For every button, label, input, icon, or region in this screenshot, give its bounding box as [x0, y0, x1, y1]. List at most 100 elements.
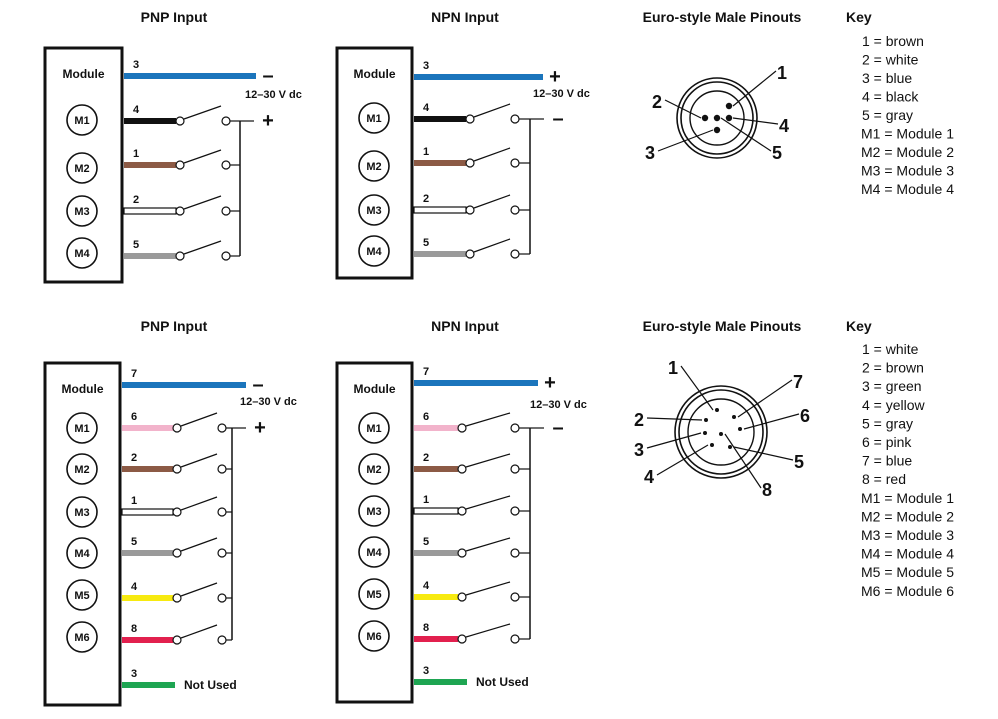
wire-number: 5: [423, 237, 429, 249]
pin-label: 2: [652, 92, 662, 112]
wire-number: 2: [423, 452, 429, 464]
key-item: 6 = pink: [862, 434, 912, 450]
pin-leader: [743, 413, 800, 430]
pin-7: [732, 415, 736, 419]
input-wire-1: [121, 508, 174, 516]
supply-top-sign: +: [544, 372, 556, 394]
switch-pivot: [457, 548, 467, 558]
switch-pivot: [172, 593, 182, 603]
pin-leader: [732, 117, 779, 125]
module-circle-label: M5: [74, 590, 89, 602]
switch-pivot: [172, 635, 182, 645]
module-label: Module: [354, 67, 396, 81]
switch-arm: [180, 496, 218, 511]
key-item: 4 = black: [862, 89, 919, 105]
not-used-label: Not Used: [184, 678, 237, 692]
pnp-input-panel: PNP Input Module M1 M2 M3 M4 3 – 12–30 V dc 4 1 2 5 +: [43, 9, 302, 284]
key-title: Key: [846, 318, 872, 334]
module-circle-m3: [66, 195, 98, 227]
pin-leader: [733, 446, 794, 461]
module-circle-label: M1: [74, 423, 89, 435]
module-circle-label: M3: [366, 506, 381, 518]
switch-pivot: [457, 592, 467, 602]
wire-number: 3: [133, 59, 139, 71]
switch-pivot: [457, 464, 467, 474]
pin-1: [725, 102, 733, 110]
pin-label: 8: [762, 480, 772, 500]
wire-number: 5: [133, 239, 139, 251]
module-circle-m6: [358, 620, 390, 652]
switch-pivot: [465, 249, 475, 259]
pin-label: 5: [772, 143, 782, 163]
switch-contact: [221, 251, 231, 261]
wire-number: 6: [423, 411, 429, 423]
module-circle-label: M1: [366, 423, 381, 435]
wire-number: 2: [423, 193, 429, 205]
pin-4: [710, 443, 714, 447]
not-used-label: Not Used: [476, 675, 529, 689]
connector-inner-ring: [680, 81, 754, 155]
pin-label: 1: [777, 63, 787, 83]
switch-arm: [473, 238, 511, 253]
pin-5: [728, 445, 732, 449]
switch-arm: [473, 103, 511, 118]
module-circle-label: M1: [366, 113, 381, 125]
key-item: M2 = Module 2: [861, 144, 954, 160]
switch-pivot: [465, 158, 475, 168]
wire-number: 4: [423, 102, 430, 114]
pin-leader: [656, 444, 709, 476]
wire-number: 2: [131, 452, 137, 464]
key-item: 3 = blue: [862, 70, 912, 86]
key-item: M4 = Module 4: [861, 181, 954, 197]
module-circle-label: M3: [74, 507, 89, 519]
pin-label: 1: [668, 358, 678, 378]
module-circle-m3: [358, 194, 390, 226]
pin-8: [719, 432, 723, 436]
supply-top-sign: +: [549, 66, 561, 88]
wire-number: 1: [133, 148, 139, 160]
module-circle-m2: [66, 152, 98, 184]
key-item: M3 = Module 3: [861, 527, 954, 543]
key-item: 3 = green: [862, 378, 922, 394]
supply-voltage-label: 12–30 V dc: [533, 88, 590, 100]
pin-4: [725, 114, 733, 122]
key-item: 7 = blue: [862, 453, 912, 469]
switch-contact: [510, 114, 520, 124]
switch-contact: [217, 593, 227, 603]
connector-pinout: Euro-style Male Pinouts 1 2 3 4 5: [643, 9, 802, 163]
switch-pivot: [465, 205, 475, 215]
key-item: M5 = Module 5: [861, 564, 954, 580]
switch-arm: [183, 195, 222, 210]
npn-input-panel: NPN Input Module M1 M2 M3 M4 M5 M6 7 +12–30 V dc 6…: [335, 318, 587, 704]
pin-leader: [646, 417, 703, 421]
key-item: M2 = Module 2: [861, 508, 954, 524]
pin-leader: [720, 117, 772, 152]
module-circle-m2: [358, 453, 390, 485]
key-legend: Key 1 = white 2 = brown 3 = green 4 = yellow…: [846, 318, 954, 599]
connector-pinout: Euro-style Male Pinouts 1 2 34 5 6 7 8: [634, 318, 810, 500]
key-item: 2 = brown: [862, 360, 924, 376]
pin-leader: [732, 70, 777, 107]
switch-arm: [183, 105, 222, 120]
pin-label: 4: [644, 467, 654, 487]
pin-3: [703, 431, 707, 435]
key-legend: Key 1 = brown 2 = white 3 = blue 4 = black 5 …: [846, 9, 954, 197]
wire-number: 3: [423, 665, 429, 677]
switch-contact: [510, 158, 520, 168]
pin-leader: [680, 365, 714, 411]
pnp-input-panel: PNP Input Module M1 M2 M3 M4 M5 M6 7 –12–30 V dc 6…: [43, 318, 297, 707]
switch-pivot: [172, 464, 182, 474]
wire-number: 3: [131, 668, 137, 680]
module-circle-m1: [358, 102, 390, 134]
wire-number: 7: [423, 366, 429, 378]
switch-pivot: [175, 251, 185, 261]
pinout-title: Euro-style Male Pinouts: [643, 9, 802, 25]
pin-leader: [724, 433, 762, 489]
key-item: 2 = white: [862, 52, 919, 68]
connector-face: [687, 398, 755, 466]
module-circle-m1: [66, 412, 98, 444]
module-circle-m4: [358, 536, 390, 568]
pin-label: 7: [793, 372, 803, 392]
switch-arm: [180, 412, 218, 427]
